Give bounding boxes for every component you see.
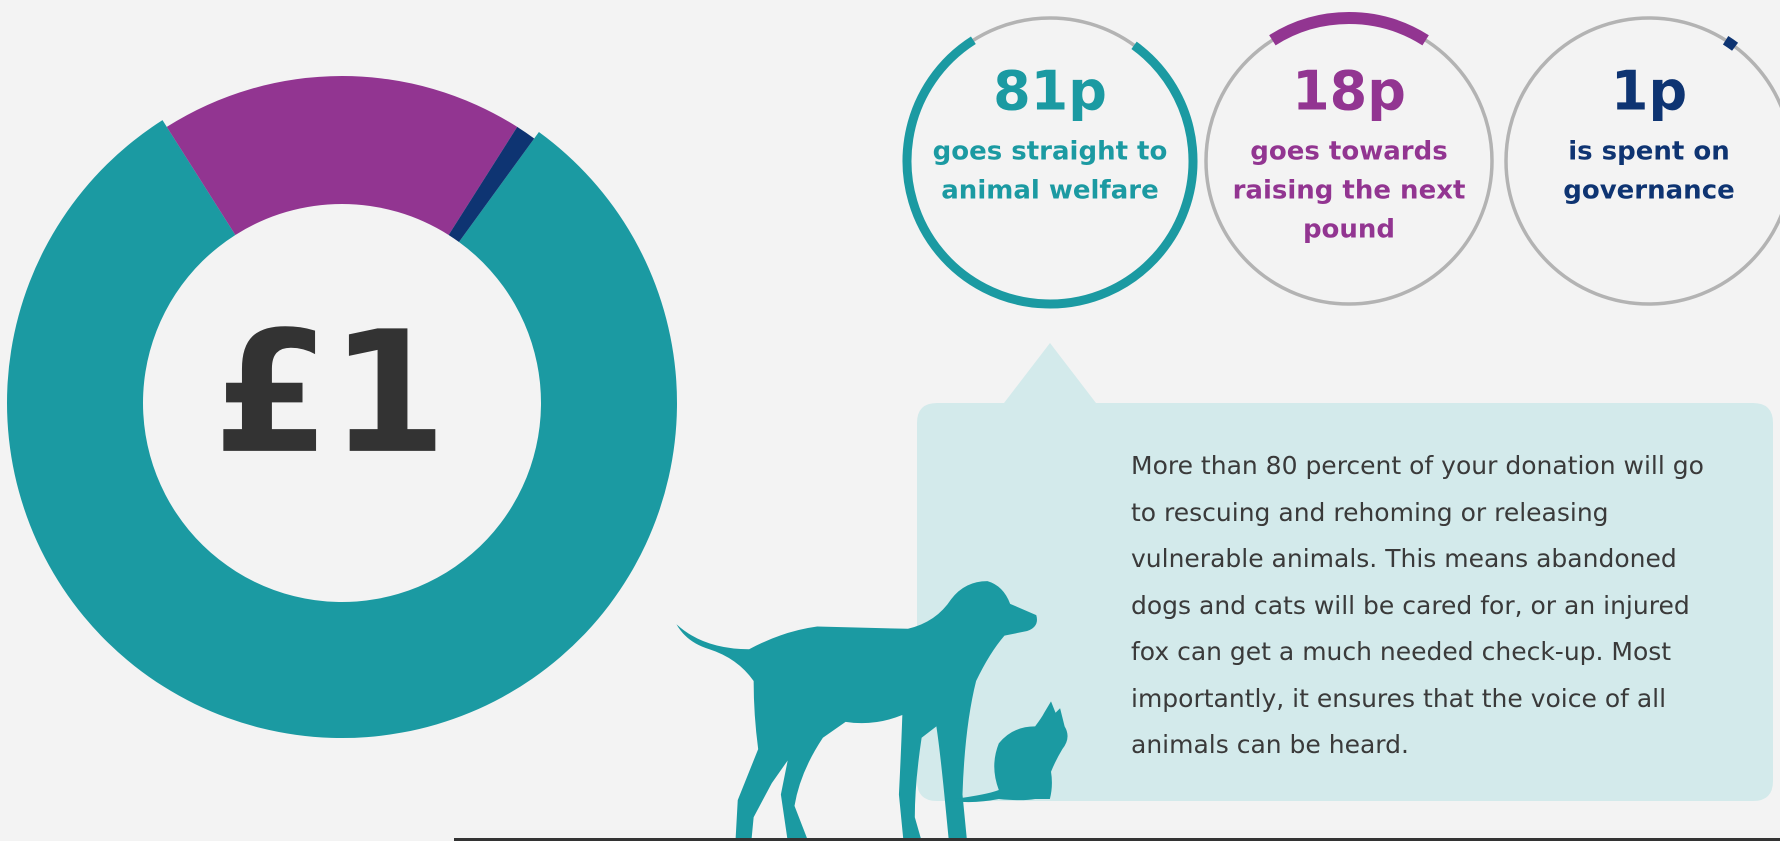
value-description: goes straight to	[933, 137, 1168, 167]
value-label: 1p	[1611, 60, 1687, 123]
value-description: governance	[1563, 176, 1735, 206]
page: {"chart_data": {"type": "donut", "center…	[0, 0, 1780, 841]
value-description: animal welfare	[941, 176, 1158, 206]
circle-arc	[1272, 18, 1425, 40]
value-description: raising the next	[1233, 176, 1466, 206]
description: More than 80 percent of your donation wi…	[1131, 443, 1711, 769]
circle-arc	[1726, 40, 1735, 47]
value-description: pound	[1303, 215, 1395, 245]
value-description: is spent on	[1568, 137, 1730, 167]
value-label: 18p	[1292, 60, 1406, 123]
value-circles: 81p goes straight to animal welfare 18p goes…	[907, 18, 1780, 304]
value-label: 81p	[993, 60, 1107, 123]
center-label: £1	[213, 295, 447, 491]
value-description: goes towards	[1250, 137, 1447, 167]
